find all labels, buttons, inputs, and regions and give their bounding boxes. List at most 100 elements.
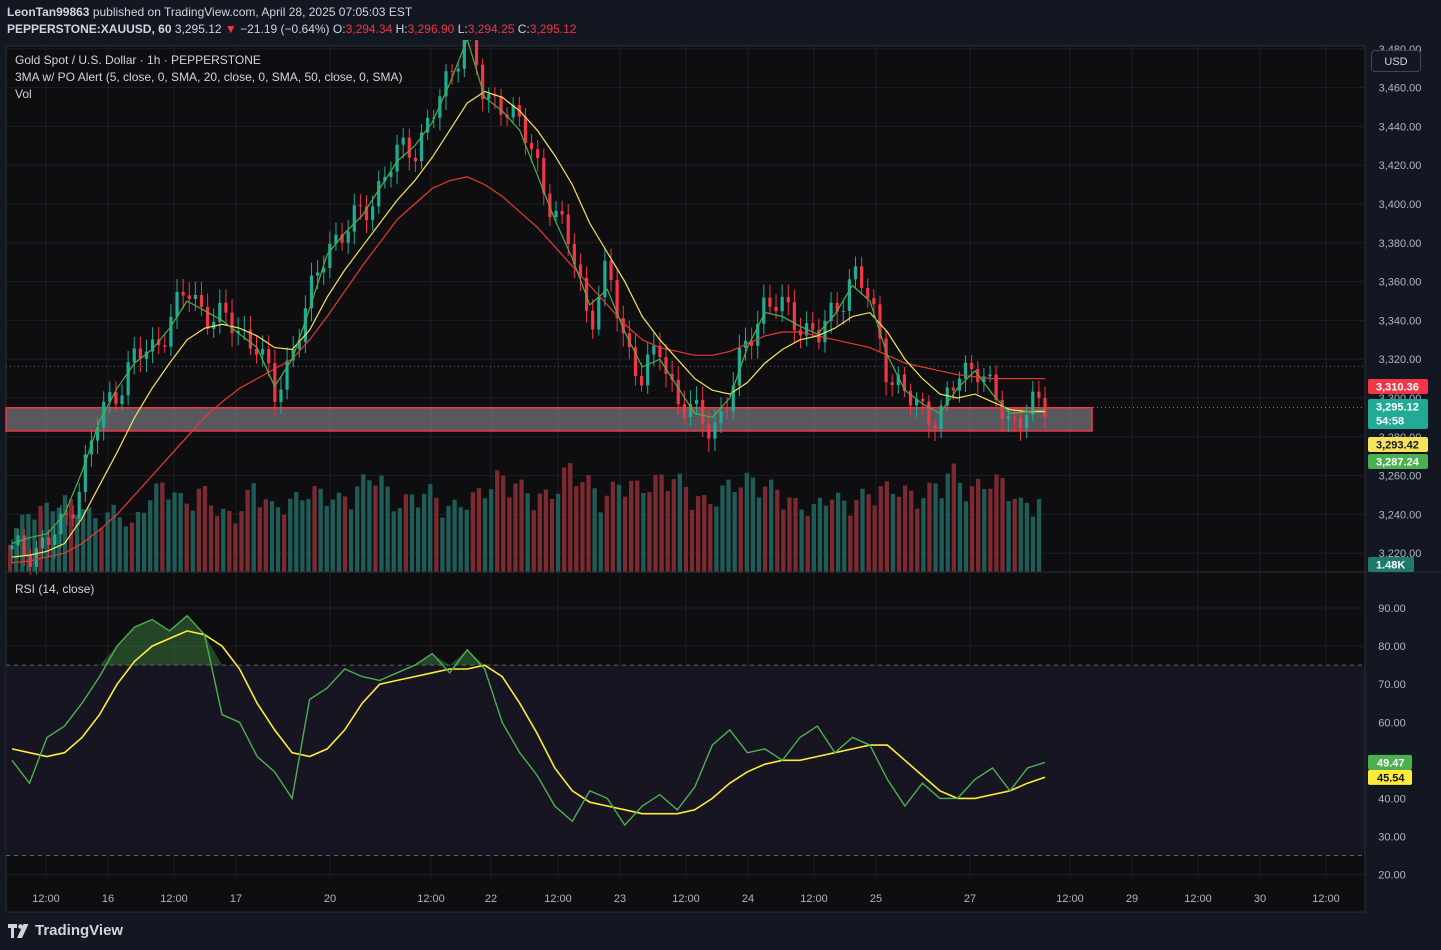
volume-bar: [726, 479, 731, 572]
candle-body: [1037, 391, 1041, 398]
candlesticks[interactable]: [10, 40, 1047, 575]
candle-body: [53, 534, 57, 545]
candle-body: [285, 360, 289, 390]
volume-bar: [689, 509, 695, 572]
support-zone[interactable]: [5, 406, 1093, 432]
candle-body: [578, 264, 583, 278]
candle-body: [175, 291, 179, 317]
ma-legend[interactable]: 3MA w/ PO Alert (5, close, 0, SMA, 20, c…: [15, 70, 403, 84]
low-label: L:: [457, 22, 468, 36]
candle-body: [933, 424, 937, 430]
volume-bar: [135, 511, 141, 572]
volume-bar: [586, 475, 591, 572]
volume-bar: [750, 477, 756, 572]
volume-bar: [288, 498, 293, 572]
volume-bar: [62, 495, 68, 572]
volume-bar: [1012, 498, 1017, 572]
candle-body: [951, 387, 955, 391]
rsi-tick-label: 20.00: [1378, 870, 1406, 882]
volume-bar: [549, 499, 555, 572]
price-tag-label: 3,287.24: [1376, 457, 1420, 469]
volume-bar: [793, 498, 798, 572]
volume-bar: [653, 474, 658, 572]
time-tick-label: 17: [230, 893, 242, 905]
candle-body: [750, 340, 754, 346]
volume-bar: [969, 486, 975, 572]
currency-button[interactable]: USD: [1371, 50, 1421, 72]
candle-body: [921, 398, 925, 402]
volume-bar: [799, 509, 804, 572]
candle-body: [664, 357, 668, 374]
candle-body: [474, 40, 479, 65]
candle-body: [572, 244, 576, 265]
volume-bar: [519, 479, 524, 572]
time-tick-label: 27: [964, 893, 976, 905]
candle-body: [597, 297, 601, 330]
volume-bar: [202, 486, 208, 572]
change-arrow-icon: ▼: [224, 22, 237, 36]
volume-bar: [373, 485, 378, 572]
candle-body: [890, 382, 894, 386]
candle-body: [456, 68, 460, 72]
low-value: 3,294.25: [467, 22, 515, 36]
tradingview-logo[interactable]: TradingView: [8, 922, 123, 939]
volume-bar: [44, 502, 49, 572]
volume-bar: [74, 515, 80, 572]
volume-bar: [294, 491, 299, 572]
ma-slow-line: [11, 176, 1045, 564]
high-value: 3,296.90: [407, 22, 455, 36]
candle-body: [340, 234, 344, 243]
candle-body: [273, 363, 277, 402]
candle-body: [279, 389, 283, 402]
volume-bar: [1030, 516, 1036, 572]
candle-body: [609, 260, 613, 280]
time-tick-label: 24: [742, 893, 754, 905]
volume-bar: [860, 488, 865, 572]
volume-bar: [738, 487, 743, 572]
volume-bar: [732, 492, 737, 572]
time-axis[interactable]: 12:00 16 12:00 17 20 12:00 22 12:00 23 12:00 24 12:…: [32, 893, 1340, 905]
volume-bar: [184, 503, 189, 572]
volume-bar: [361, 474, 366, 572]
candle-body: [774, 306, 778, 312]
symbol-legend[interactable]: Gold Spot / U.S. Dollar · 1h · PEPPERSTO…: [15, 53, 261, 67]
volume-bar: [470, 492, 476, 572]
rsi-lines: [11, 614, 1046, 827]
rsi-legend[interactable]: RSI (14, close): [15, 582, 95, 596]
volume-bar: [902, 485, 908, 572]
candle-body: [334, 234, 338, 244]
candle-body: [10, 545, 14, 550]
volume-bar: [403, 494, 409, 572]
countdown-label: 54:58: [1376, 416, 1404, 428]
candle-body: [34, 548, 39, 567]
candle-body: [841, 310, 845, 312]
volume-bar: [890, 493, 896, 572]
price-tick-label: 3,360.00: [1379, 277, 1422, 289]
volume-bar: [805, 516, 810, 572]
candle-body: [633, 347, 638, 377]
price-tag: [1368, 399, 1428, 429]
publisher-name[interactable]: LeonTan99863: [7, 5, 90, 19]
volume-bar: [1006, 501, 1011, 572]
volume-bar: [927, 482, 932, 572]
price-tick-label: 3,440.00: [1379, 121, 1422, 133]
ma-fast-line: [11, 40, 1046, 545]
volume-bar: [963, 501, 969, 572]
volume-bar: [87, 507, 92, 572]
candle-body: [322, 267, 326, 273]
rsi-tag-label: 45.54: [1377, 772, 1405, 784]
volume-bar: [695, 496, 701, 572]
volume-bar: [769, 479, 774, 572]
candle-body: [884, 338, 888, 383]
volume-bar: [215, 515, 220, 572]
volume-bar: [677, 473, 683, 572]
candle-body: [413, 157, 418, 162]
candle-body: [976, 369, 980, 383]
volume-bar: [257, 507, 262, 572]
volume-bar: [507, 497, 512, 572]
volume-bar: [464, 509, 469, 572]
volume-legend[interactable]: Vol: [15, 87, 32, 101]
volume-bar: [178, 493, 183, 572]
chart-canvas[interactable]: 3,220.003,240.003,260.003,280.003,300.00…: [0, 40, 1441, 918]
volume-bar: [172, 492, 177, 572]
